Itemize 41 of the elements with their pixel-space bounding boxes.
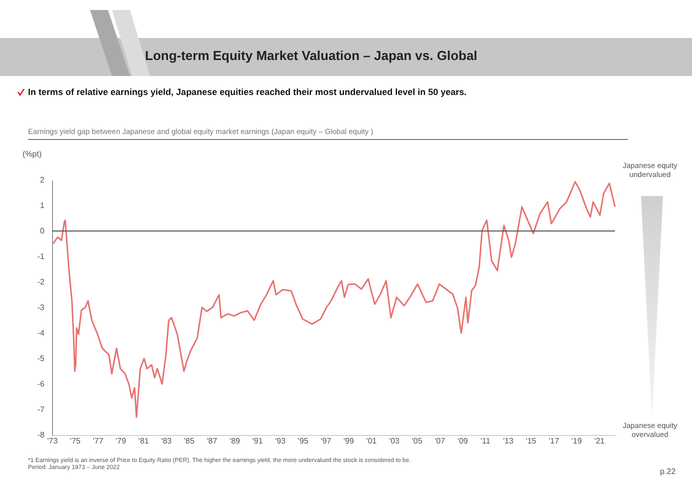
x-tick-label: '75 (70, 436, 82, 446)
x-tick-label: '89 (230, 436, 241, 446)
x-tick-label: '97 (320, 436, 332, 446)
x-tick-label: '73 (47, 436, 58, 446)
y-tick-label: 0 (40, 226, 46, 236)
x-tick-label: '87 (206, 436, 218, 446)
y-tick-label: -6 (37, 380, 46, 388)
x-tick-label: '21 (594, 436, 606, 446)
x-tick-label: '11 (480, 436, 491, 446)
x-tick-label: '77 (92, 436, 104, 446)
x-tick-label: '83 (161, 436, 172, 446)
x-tick-label: '79 (116, 436, 127, 446)
x-tick-label: '05 (412, 436, 423, 446)
x-tick-label: '09 (457, 436, 468, 446)
y-tick-label: -1 (37, 252, 46, 261)
x-tick-label: '91 (252, 436, 264, 446)
y-tick-label: 1 (40, 201, 46, 210)
y-tick-label: -2 (37, 278, 46, 286)
y-tick-label: -8 (37, 430, 46, 440)
y-axis-title: (%pt) (22, 150, 42, 158)
y-tick-label: -7 (37, 405, 46, 414)
x-tick-label: '93 (275, 436, 286, 446)
chart-subtitle: In terms of relative earnings yield, Japanese equities reached their most undervalued level in 50 years. (28, 87, 467, 97)
x-tick-label: '15 (526, 436, 537, 446)
y-tick-label: -4 (37, 328, 46, 338)
x-tick-label: '85 (184, 436, 195, 446)
x-tick-label: '01 (366, 436, 378, 446)
x-tick-label: '95 (298, 436, 309, 446)
x-tick-label: '13 (503, 436, 514, 446)
x-tick-label: '81 (138, 436, 150, 446)
x-tick-label: '03 (389, 436, 400, 446)
y-tick-label: 2 (40, 176, 46, 184)
y-tick-label: -5 (37, 354, 46, 363)
line-series (52, 181, 616, 418)
x-tick-label: '19 (571, 436, 582, 446)
text: p.22 (660, 467, 676, 476)
y-tick-label: -3 (37, 303, 46, 312)
x-tick-label: '07 (434, 436, 446, 446)
x-tick-label: '99 (344, 436, 354, 446)
x-tick-label: '17 (548, 436, 560, 446)
chart-title: Long-term Equity Market Valuation – Japan vs. Global (145, 48, 478, 63)
